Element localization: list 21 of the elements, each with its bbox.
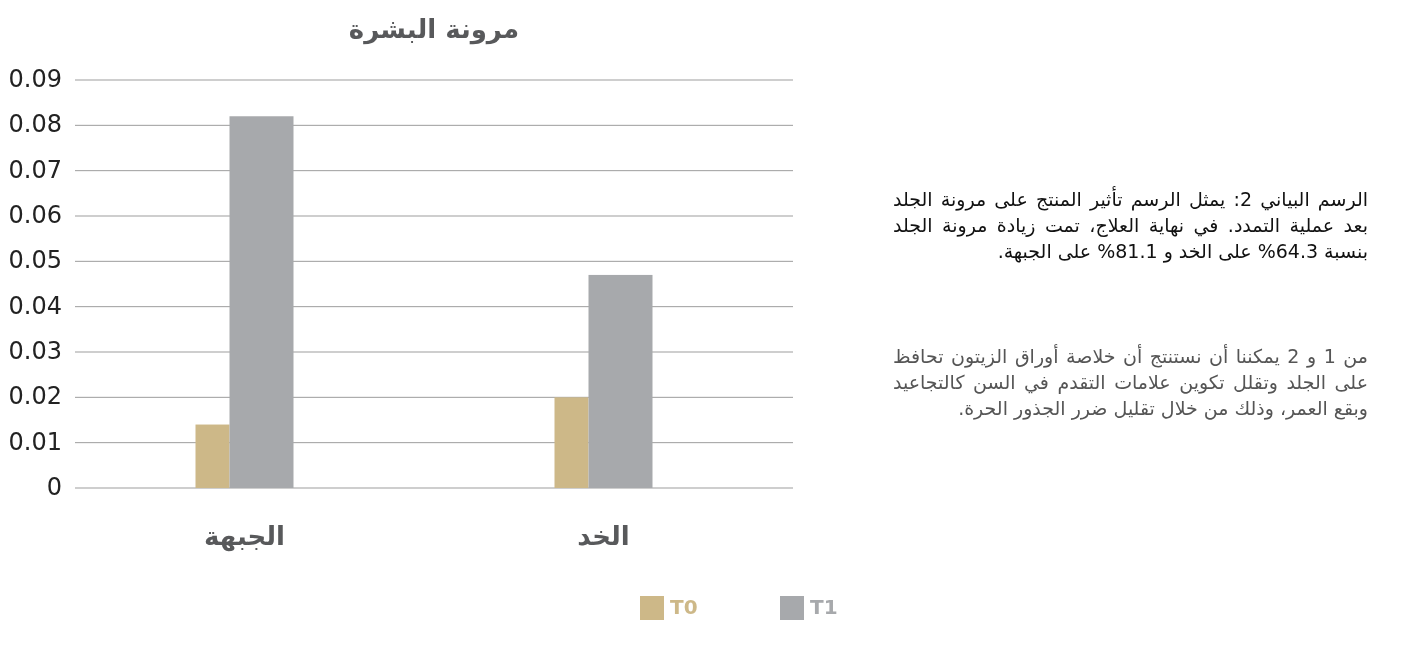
bar — [554, 397, 589, 488]
bar — [229, 116, 294, 488]
bar — [588, 274, 653, 488]
x-tick-label: الجبهة — [204, 521, 285, 552]
text: الرسم البياني 2: يمثل الرسم تأثير المنتج على مرونة الجلد بعد عملية التمدد. في نهاية العلاج، تمت زيادة مرونة الجلد بنسبة 64.3% على الخد و 81.1% على الجبهة. — [893, 186, 1368, 264]
bar — [195, 424, 230, 488]
y-tick-label: 0 — [46, 473, 62, 501]
legend-label: T0 — [670, 594, 698, 619]
legend-label: T1 — [810, 594, 838, 619]
y-tick-label: 0.07 — [8, 155, 62, 184]
y-tick-label: 0.05 — [8, 246, 62, 275]
y-tick-label: 0.06 — [8, 201, 62, 229]
y-tick-label: 0.04 — [8, 291, 62, 320]
y-tick-label: 0.03 — [8, 337, 62, 365]
x-tick-label: الخد — [577, 521, 630, 551]
y-tick-label: 0.09 — [8, 65, 62, 93]
y-tick-label: 0.08 — [8, 110, 62, 139]
y-tick-label: 0.01 — [8, 427, 62, 456]
y-tick-label: 0.02 — [8, 382, 62, 411]
chart-title: مرونة البشرة — [348, 14, 520, 45]
text: من 1 و 2 يمكننا أن نستنتج أن خلاصة أوراق الزيتون تحافظ على الجلد وتقلل تكوين علامات التقدم في السن كالتجاعيد وبقع العمر، وذلك من خلال تقليل ضرر الجذور الحرة. — [893, 343, 1368, 421]
